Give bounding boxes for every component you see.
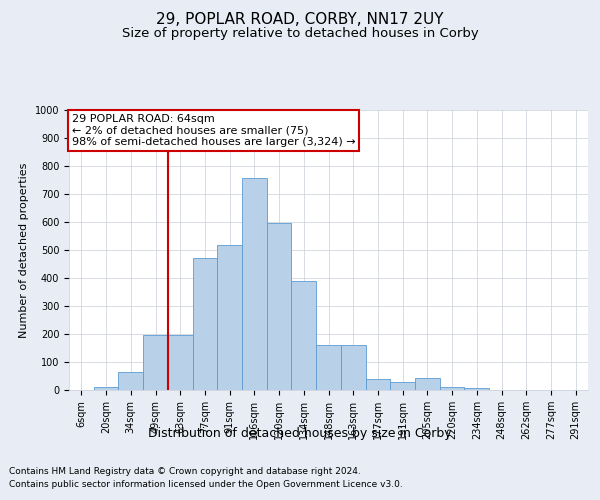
Text: 29 POPLAR ROAD: 64sqm
← 2% of detached houses are smaller (75)
98% of semi-detac: 29 POPLAR ROAD: 64sqm ← 2% of detached h… <box>71 114 355 148</box>
Text: 29, POPLAR ROAD, CORBY, NN17 2UY: 29, POPLAR ROAD, CORBY, NN17 2UY <box>156 12 444 28</box>
Bar <box>193 258 217 390</box>
Bar <box>118 372 143 390</box>
Bar <box>267 224 292 390</box>
Text: Contains HM Land Registry data © Crown copyright and database right 2024.: Contains HM Land Registry data © Crown c… <box>9 468 361 476</box>
Bar <box>168 335 193 390</box>
Bar <box>390 382 415 390</box>
Text: Distribution of detached houses by size in Corby: Distribution of detached houses by size … <box>148 428 452 440</box>
Bar <box>292 281 316 390</box>
Bar <box>143 334 168 390</box>
Bar <box>341 345 365 390</box>
Text: Contains public sector information licensed under the Open Government Licence v3: Contains public sector information licen… <box>9 480 403 489</box>
Bar <box>316 345 341 390</box>
Bar <box>440 386 464 390</box>
Bar <box>217 245 242 390</box>
Bar <box>464 388 489 390</box>
Y-axis label: Number of detached properties: Number of detached properties <box>19 162 29 338</box>
Bar <box>415 378 440 390</box>
Bar <box>365 379 390 390</box>
Bar <box>94 386 118 390</box>
Text: Size of property relative to detached houses in Corby: Size of property relative to detached ho… <box>122 28 478 40</box>
Bar <box>242 178 267 390</box>
